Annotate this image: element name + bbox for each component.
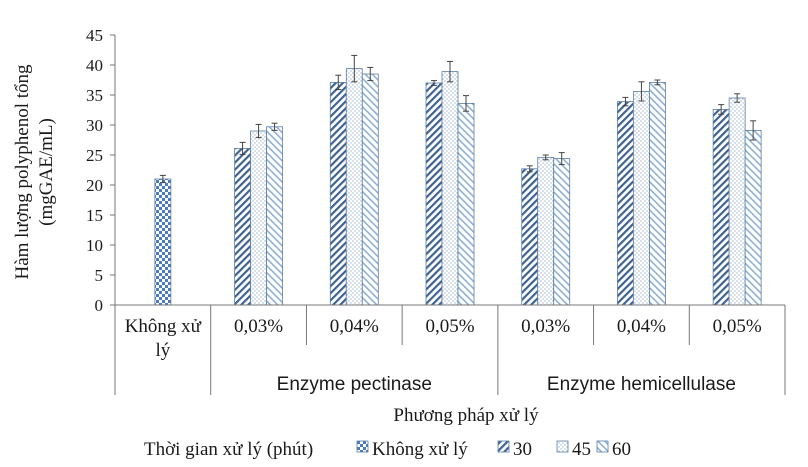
y-tick-label: 30 [86,116,103,135]
bars [154,68,762,306]
y-axis-label-line1: Hàm lượng polyphenol tổng [12,64,33,280]
y-tick-label: 15 [86,206,103,225]
group-labels: Enzyme pectinase Enzyme hemicellulase [277,374,736,395]
bar [633,91,650,306]
y-tick-label: 25 [86,146,103,165]
legend-label: 30 [513,439,532,460]
bar [329,82,347,306]
x-category-label: 0,04% [617,316,666,337]
x-category-label: 0,05% [425,316,474,337]
bar [250,130,267,306]
bar [266,126,283,306]
legend-title: Thời gian xử lý (phút) [144,439,313,460]
bar [617,101,634,306]
y-tick-label: 0 [95,296,104,315]
legend-label: 60 [612,439,631,460]
bar [457,103,475,306]
x-category-label: 0,03% [521,316,570,337]
x-category-label: Không xử [125,316,202,337]
bar [154,178,172,306]
bar [234,147,251,306]
axes [114,35,786,395]
y-tick-label: 20 [86,176,103,195]
bar [441,71,459,306]
y-axis: 0 5 10 15 20 25 30 35 40 45 [86,26,115,315]
y-tick-label: 35 [86,86,103,105]
x-category-label: 0,03% [234,316,283,337]
bar [744,129,762,306]
legend-swatch [356,440,369,453]
y-axis-label-line2: (mgGAE/mL) [36,118,57,226]
bar [345,68,363,306]
bar [361,73,379,306]
bar [712,109,730,306]
bar [728,97,746,306]
legend-label: Không xử lý [372,439,468,460]
legend-swatch [556,440,569,453]
x-category-label: 0,05% [713,316,762,337]
y-tick-label: 45 [86,26,103,45]
x-group-label: Enzyme pectinase [277,374,432,395]
bar [425,82,443,306]
legend-label: 45 [572,439,591,460]
error-bars [159,54,757,184]
x-category-label-line2: lý [155,340,170,361]
x-category-label: 0,04% [330,316,379,337]
y-tick-label: 10 [86,236,103,255]
legend-swatch [596,440,609,453]
x-axis-label: Phương pháp xử lý [393,405,539,426]
bar [521,168,539,306]
x-group-label: Enzyme hemicellulase [547,374,736,395]
y-tick-label: 5 [95,266,104,285]
y-tick-label: 40 [86,56,103,75]
bar [553,158,571,306]
category-labels: Không xử lý 0,03% 0,04% 0,05% 0,03% 0,04% 0,05% [125,316,762,361]
bar [537,156,555,306]
legend: Thời gian xử lý (phút) Không xử lý 30 45 60 [144,439,631,460]
bar [649,82,666,306]
legend-swatch [497,440,510,453]
